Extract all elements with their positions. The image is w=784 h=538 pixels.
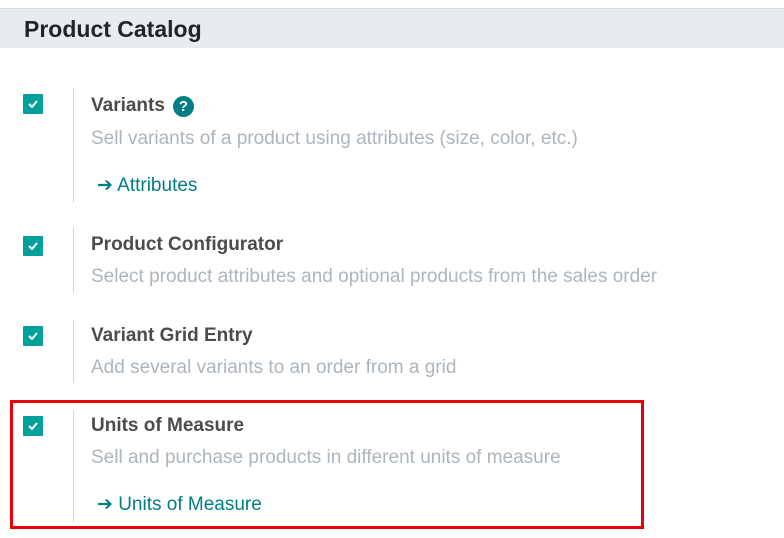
divider [73, 88, 74, 202]
attributes-link[interactable]: ➔ Attributes [97, 175, 198, 196]
check-icon [28, 422, 38, 430]
units-of-measure-checkbox[interactable] [23, 416, 43, 436]
variants-checkbox[interactable] [23, 94, 43, 114]
setting-description: Add several variants to an order from a … [91, 357, 457, 378]
arrow-right-icon: ➔ [97, 494, 119, 515]
check-icon [28, 332, 38, 340]
setting-title: Product Configurator [91, 234, 284, 255]
product-configurator-checkbox[interactable] [23, 236, 43, 256]
help-icon[interactable]: ? [172, 95, 194, 117]
setting-description: Select product attributes and optional p… [91, 266, 658, 287]
divider [73, 320, 74, 383]
check-icon [28, 242, 38, 250]
setting-title: Variant Grid Entry [91, 325, 253, 346]
setting-title: Variants [91, 95, 165, 116]
setting-title: Units of Measure [91, 415, 245, 436]
variant-grid-entry-checkbox[interactable] [23, 326, 43, 346]
arrow-right-icon: ➔ [97, 175, 118, 196]
setting-description: Sell variants of a product using attribu… [91, 128, 578, 149]
divider [73, 410, 74, 522]
setting-description: Sell and purchase products in different … [91, 447, 561, 468]
units-of-measure-link[interactable]: ➔ Units of Measure [97, 494, 262, 515]
highlight-box [10, 400, 644, 529]
divider [73, 228, 74, 292]
check-icon [28, 100, 38, 108]
section-header: Product Catalog [0, 8, 784, 48]
section-title: Product Catalog [24, 16, 202, 42]
